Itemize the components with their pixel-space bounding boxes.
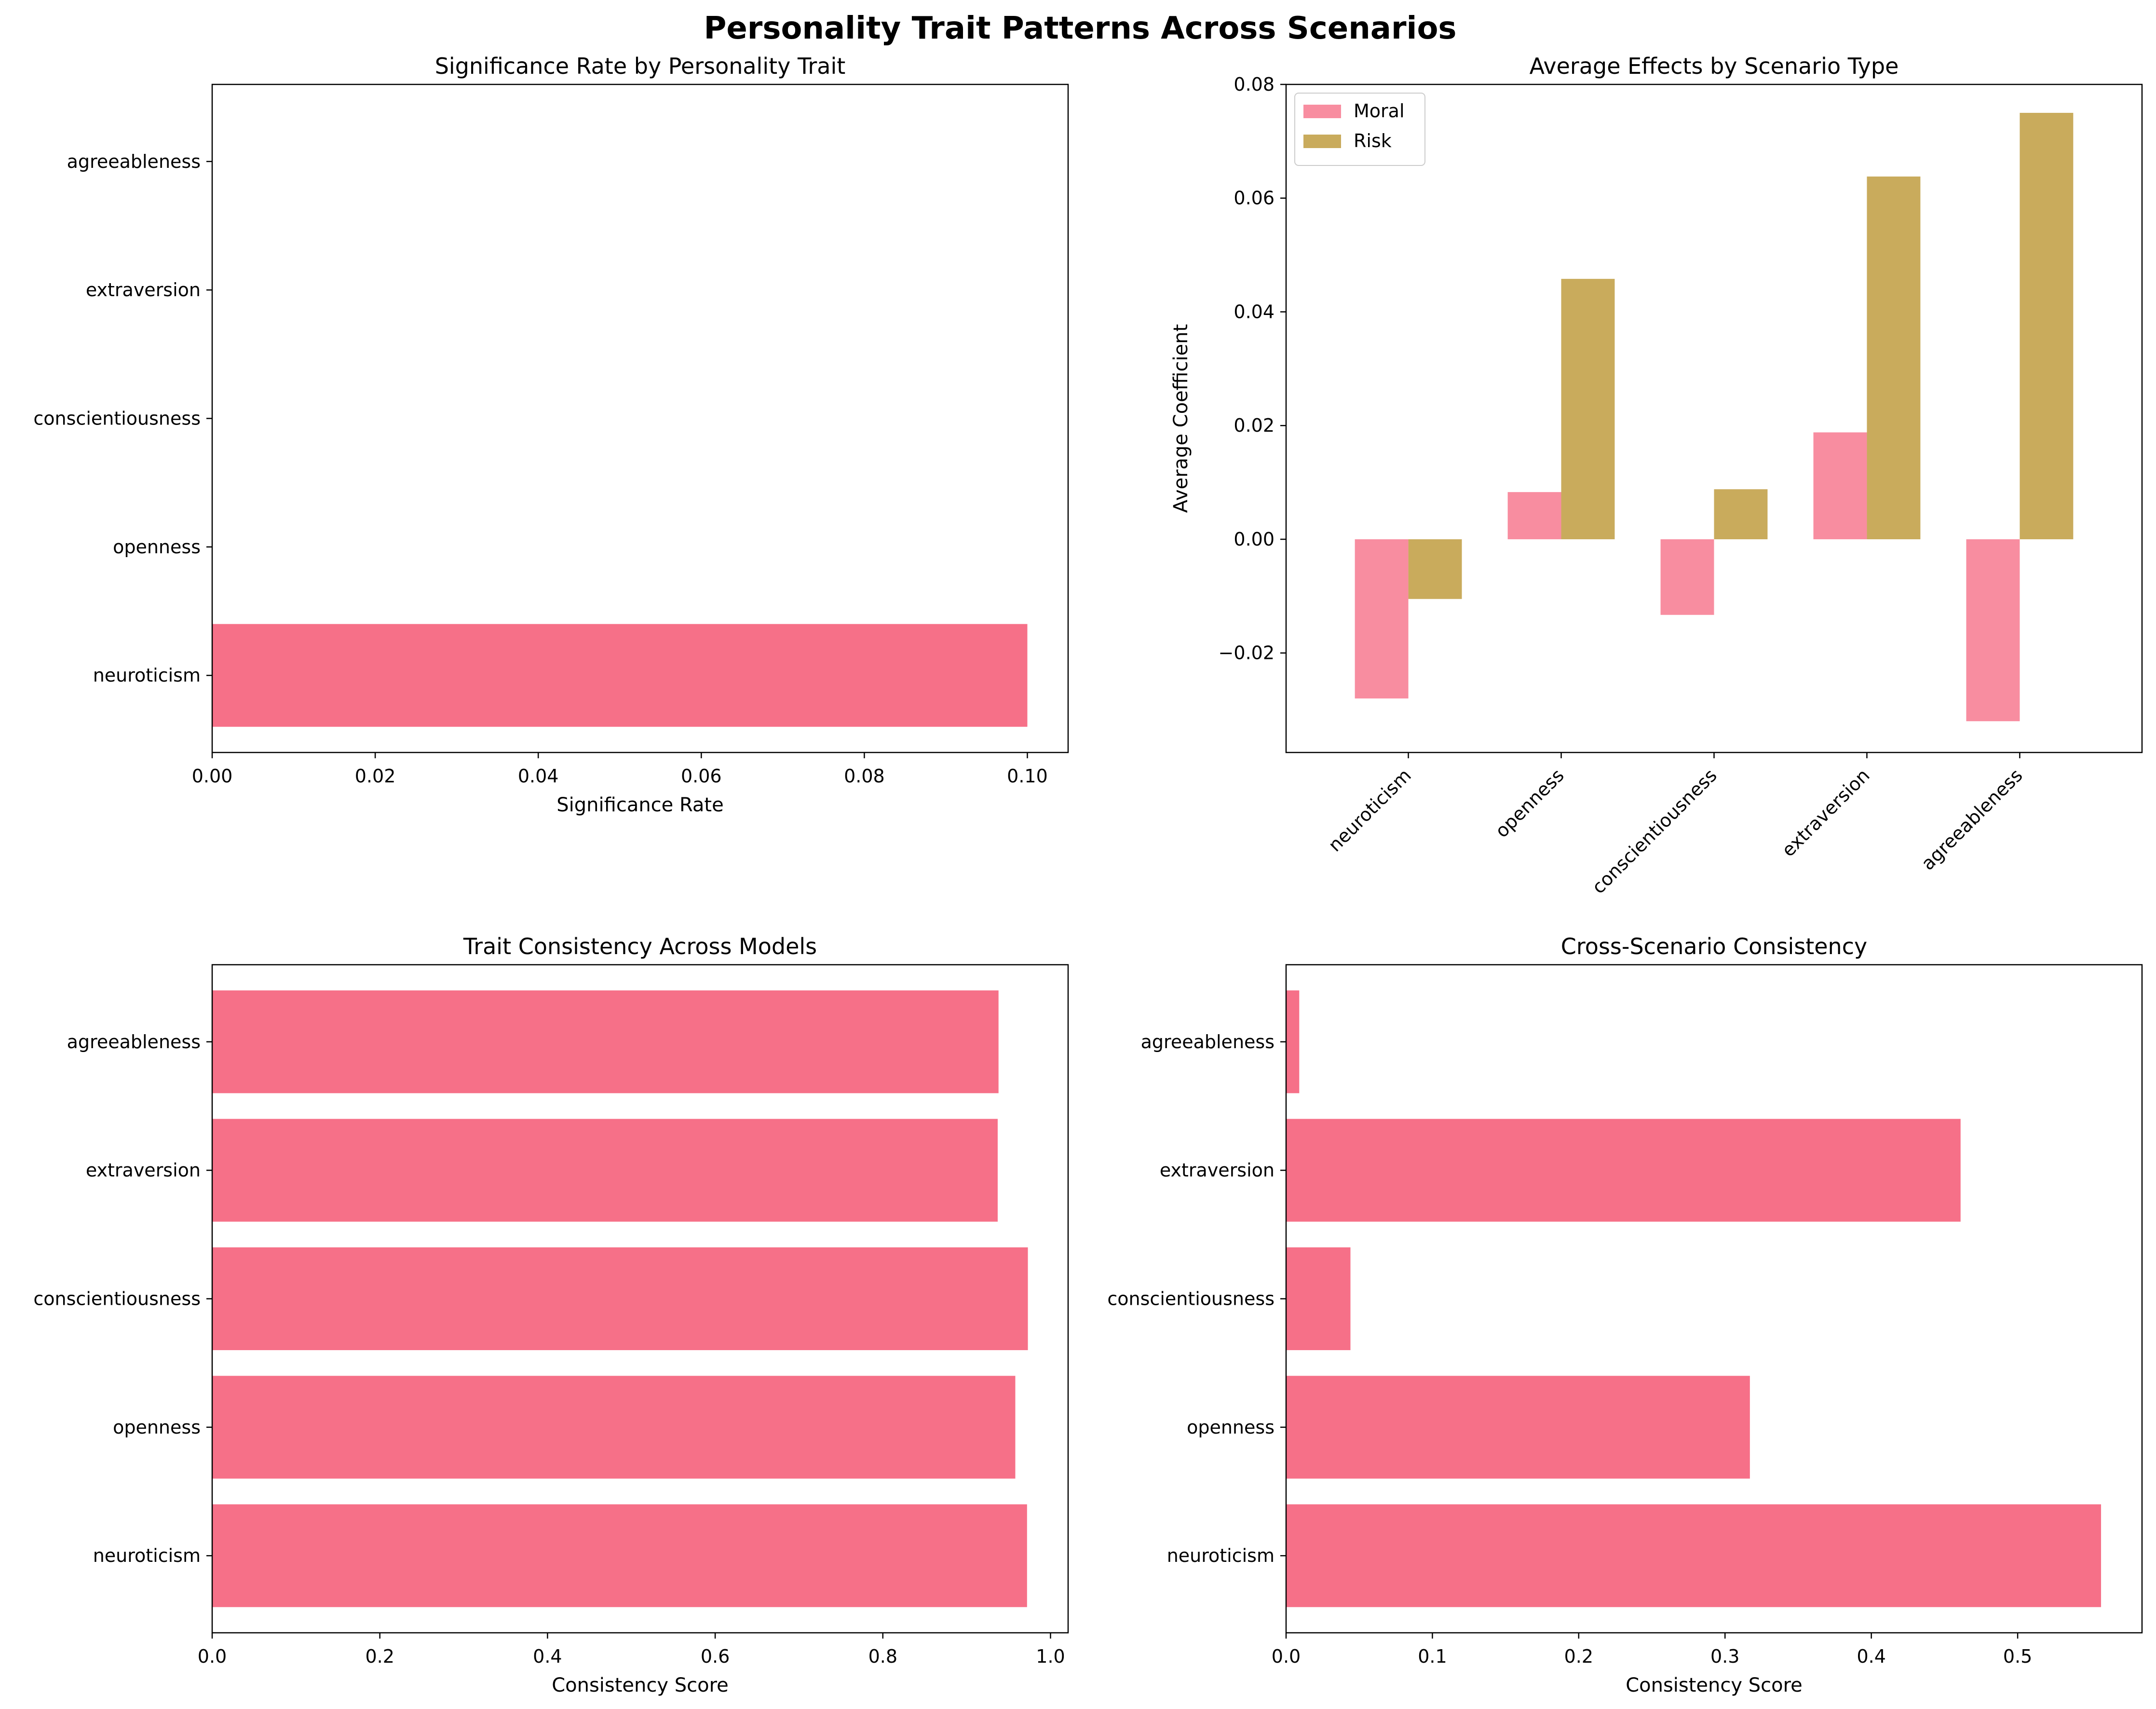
bar-agreeableness — [212, 990, 999, 1094]
panel-4: neuroticism openness conscientiousness extr… — [1107, 933, 2143, 1696]
x-tick-label: 0.00 — [192, 766, 233, 787]
panel-title: Trait Consistency Across Models — [463, 933, 817, 959]
figure-title: Personality Trait Patterns Across Scenar… — [704, 11, 1456, 46]
axes-frame — [1285, 83, 2143, 753]
y-tick-label: 0.08 — [1234, 74, 1275, 95]
bar-moral-neuroticism — [1355, 539, 1409, 699]
y-tick-label: extraversion — [86, 279, 201, 301]
x-tick-label: 0.0 — [1272, 1646, 1301, 1667]
y-tick-label: 0.04 — [1234, 301, 1275, 322]
bar-neuroticism — [1286, 1504, 2102, 1607]
bar-risk-neuroticism — [1408, 539, 1462, 599]
x-tick-label: 0.8 — [868, 1646, 897, 1667]
bar-extraversion — [1286, 1119, 1961, 1222]
bar-moral-agreeableness — [1966, 539, 2020, 722]
bar-moral-extraversion — [1813, 432, 1867, 539]
legend-swatch-risk — [1303, 135, 1341, 148]
y-tick-label: conscientiousness — [33, 1288, 201, 1310]
y-tick-label: neuroticism — [93, 1545, 201, 1566]
legend-label-moral: Moral — [1354, 100, 1405, 122]
x-axis-label: Significance Rate — [556, 794, 723, 816]
axes-frame — [211, 964, 1069, 1634]
y-tick-label: extraversion — [86, 1160, 201, 1181]
bar-openness — [212, 1376, 1016, 1479]
bar-moral-conscientiousness — [1660, 539, 1714, 615]
y-tick-label: agreeableness — [67, 1031, 201, 1053]
y-tick-label: conscientiousness — [1107, 1288, 1275, 1310]
y-tick-label: 0.02 — [1234, 415, 1275, 436]
legend-swatch-moral — [1303, 105, 1341, 118]
panel-title: Average Effects by Scenario Type — [1530, 53, 1899, 79]
y-tick-label: neuroticism — [93, 665, 201, 686]
y-tick-label: neuroticism — [1167, 1545, 1275, 1566]
bar-risk-agreeableness — [2020, 112, 2074, 539]
bar-conscientiousness — [1286, 1247, 1351, 1351]
x-tick-label: 0.1 — [1418, 1646, 1447, 1667]
x-axis-label: Consistency Score — [552, 1674, 729, 1696]
bar-neuroticism — [212, 1504, 1027, 1607]
y-tick-label: 0.00 — [1234, 529, 1275, 550]
panel-3: neuroticism openness conscientiousness extr… — [33, 933, 1069, 1696]
x-tick-label: 1.0 — [1036, 1646, 1065, 1667]
panel-title: Significance Rate by Personality Trait — [435, 53, 846, 79]
y-tick-label: −0.02 — [1219, 643, 1275, 664]
panels: neuroticism openness conscientiousness extr… — [33, 53, 2143, 1696]
x-tick-label: 0.02 — [355, 766, 396, 787]
axes-frame — [1285, 964, 2143, 1634]
x-tick-label: 0.4 — [1857, 1646, 1885, 1667]
panel-title: Cross-Scenario Consistency — [1561, 933, 1867, 959]
y-tick-label: openness — [113, 536, 201, 558]
x-tick-label: 0.04 — [518, 766, 559, 787]
y-tick-label: conscientiousness — [33, 408, 201, 429]
bar-risk-openness — [1561, 279, 1615, 539]
x-tick-label: 0.3 — [1710, 1646, 1739, 1667]
x-tick-label: 0.2 — [1564, 1646, 1593, 1667]
x-tick-label: 0.5 — [2003, 1646, 2032, 1667]
y-tick-label: extraversion — [1160, 1160, 1275, 1181]
bar-moral-openness — [1507, 492, 1561, 539]
y-tick-label: openness — [113, 1417, 201, 1438]
x-tick-label: 0.2 — [365, 1646, 394, 1667]
bar-openness — [1286, 1376, 1750, 1479]
bar-risk-extraversion — [1867, 176, 1921, 539]
x-tick-label: 0.10 — [1007, 766, 1048, 787]
x-tick-label: 0.06 — [681, 766, 722, 787]
y-tick-label: openness — [1187, 1417, 1275, 1438]
y-tick-label: agreeableness — [67, 151, 201, 172]
x-tick-label: 0.08 — [844, 766, 885, 787]
bar-conscientiousness — [212, 1247, 1028, 1351]
y-tick-label: agreeableness — [1141, 1031, 1275, 1053]
bar-risk-conscientiousness — [1714, 489, 1768, 539]
x-tick-label: 0.6 — [701, 1646, 730, 1667]
bar-neuroticism — [212, 624, 1028, 727]
bar-agreeableness — [1286, 990, 1300, 1094]
panel-1: neuroticism openness conscientiousness extr… — [33, 53, 1069, 816]
x-axis-label: Consistency Score — [1626, 1674, 1803, 1696]
x-tick-label: 0.0 — [198, 1646, 227, 1667]
y-axis-label: Average Coefficient — [1170, 324, 1192, 513]
bar-extraversion — [212, 1119, 998, 1222]
axes-frame — [211, 83, 1069, 753]
x-tick-label: 0.4 — [533, 1646, 562, 1667]
legend-label-risk: Risk — [1354, 130, 1392, 151]
y-tick-label: 0.06 — [1234, 188, 1275, 209]
legend: Moral Risk — [1294, 93, 1425, 166]
